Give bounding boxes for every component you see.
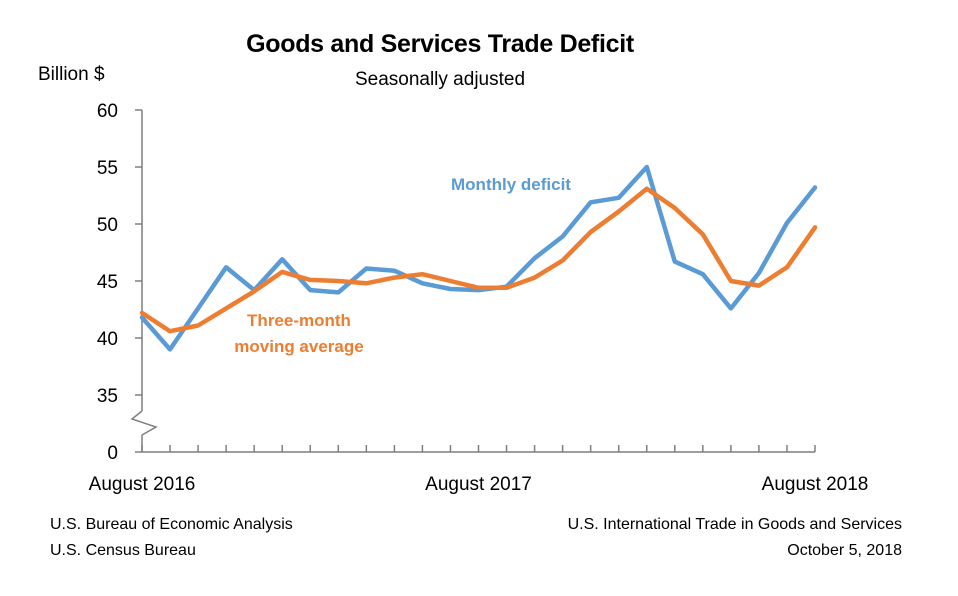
chart-title: Goods and Services Trade Deficit: [246, 30, 634, 58]
series-label-average: Three-month: [247, 311, 351, 330]
x-tick-label: August 2016: [89, 474, 196, 495]
series-label-average: moving average: [234, 337, 363, 356]
source-line-census: U.S. Census Bureau: [50, 542, 196, 559]
source-line-bea: U.S. Bureau of Economic Analysis: [50, 516, 293, 533]
release-info: U.S. International Trade in Goods and Se…: [568, 512, 902, 564]
y-tick-label: 0: [107, 443, 118, 464]
series-label-monthly: Monthly deficit: [451, 175, 571, 194]
release-name: U.S. International Trade in Goods and Se…: [567, 516, 902, 533]
y-tick-label: 55: [97, 158, 118, 179]
x-tick-label: August 2017: [425, 474, 532, 495]
y-axis-unit-label: Billion $: [38, 64, 105, 85]
y-tick-label: 35: [97, 386, 118, 407]
y-tick-label: 40: [97, 329, 118, 350]
y-tick-label: 60: [97, 101, 118, 122]
source-credits: U.S. Bureau of Economic Analysis U.S. Ce…: [50, 512, 293, 564]
x-tick-label: August 2018: [762, 474, 869, 495]
chart-subtitle: Seasonally adjusted: [354, 69, 526, 90]
series-line-moving-average: [139, 186, 818, 334]
series-line-monthly-deficit: [139, 164, 818, 352]
y-tick-label: 50: [97, 215, 118, 236]
y-axis-break-mark: [130, 410, 158, 436]
y-tick-label: 45: [97, 272, 118, 293]
release-date: October 5, 2018: [787, 542, 902, 559]
